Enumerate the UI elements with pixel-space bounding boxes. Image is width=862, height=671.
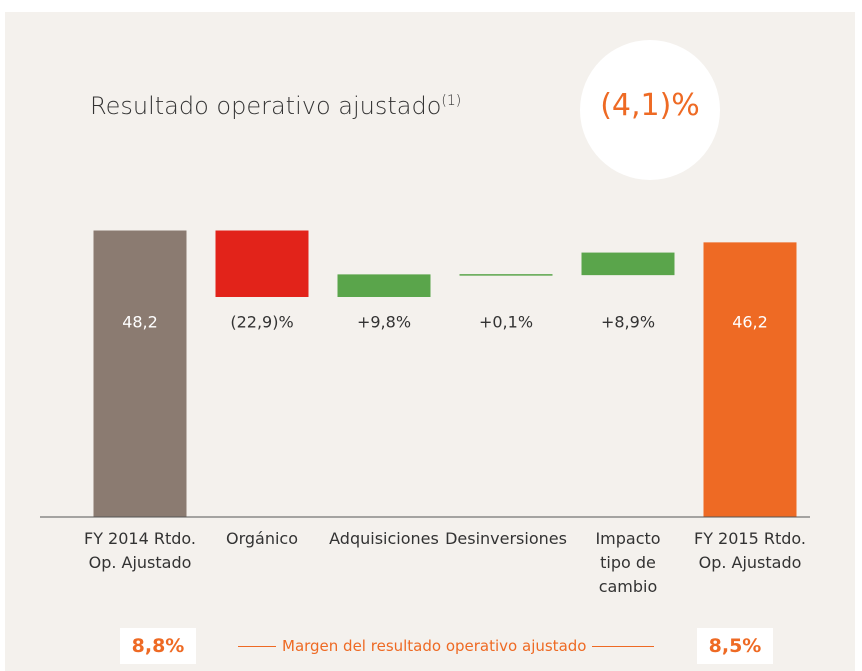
- bar: [337, 274, 431, 297]
- margin-start: 8,8%: [120, 628, 196, 664]
- value-label: 48,2: [122, 313, 158, 332]
- highlight-circle: [580, 40, 720, 180]
- value-label: (22,9)%: [230, 313, 293, 332]
- value-label: +9,8%: [357, 313, 411, 332]
- x-tick-label: Adquisiciones: [329, 529, 439, 548]
- bar: [703, 242, 797, 518]
- margin-end: 8,5%: [697, 628, 773, 664]
- x-tick-label: FY 2014 Rtdo. Op. Ajustado: [83, 529, 196, 572]
- x-tick-label: FY 2015 Rtdo. Op. Ajustado: [693, 529, 806, 572]
- x-tick-label: Impacto tipo de cambio: [595, 529, 661, 596]
- chart-title-wrap: Resultado operativo ajustado(1): [90, 92, 461, 120]
- value-label: +8,9%: [601, 313, 655, 332]
- bar: [459, 274, 553, 276]
- value-label: 46,2: [732, 313, 768, 332]
- x-tick-label: Orgánico: [225, 529, 299, 548]
- value-label: +0,1%: [479, 313, 533, 332]
- bar: [581, 252, 675, 276]
- bar: [93, 230, 187, 518]
- highlight-value: (4,1)%: [600, 88, 700, 123]
- bar: [215, 230, 309, 297]
- x-tick-label: Desinversiones: [445, 529, 567, 548]
- title-note: (1): [441, 93, 462, 109]
- margin-label: Margen del resultado operativo ajustado: [276, 636, 593, 656]
- chart-title: Resultado operativo ajustado: [90, 92, 442, 120]
